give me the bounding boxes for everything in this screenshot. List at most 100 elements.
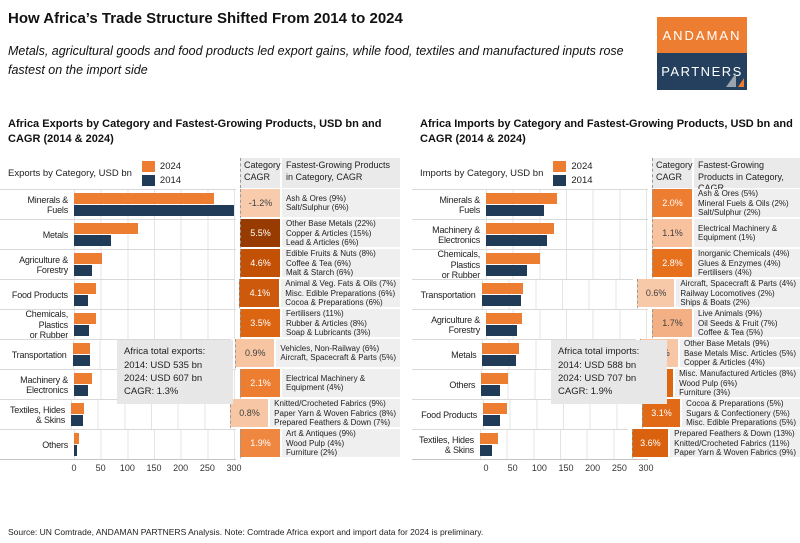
chart-row: Agriculture & Forestry 4.6% Edible Fruits &… [0,248,400,280]
bar-2014 [482,355,516,367]
chart-row: Textiles, Hides & Skins 3.6% Prepared Feath… [412,428,800,460]
page-title: How Africa’s Trade Structure Shifted Fro… [8,10,403,27]
product-line: Prepared Feathers & Down (7%) [274,418,391,428]
products-cell: Edible Fruits & Nuts (8%) Coffee & Tea (6… [282,248,400,280]
products-cell: Ash & Ores (5%) Mineral Fuels & Oils (2%)… [694,189,800,220]
category-label: Textiles, Hides & Skins [412,429,480,459]
legend-entry-2014: 2014 [553,173,593,187]
annotation-line: 2024: USD 707 bn [558,373,637,385]
category-line: Food Products [11,289,68,300]
axis-line [0,459,236,461]
imports-chart-title: Africa Imports by Category and Fastest-G… [420,117,793,145]
bar-2014 [486,265,528,277]
imports-legend-area: Imports by Category, USD bn 2024 2014 [412,158,648,188]
products-column-header: Fastest-Growing Products in Category, CA… [282,158,400,189]
product-line: Copper & Articles (4%) [683,358,765,368]
legend-entry-2024: 2024 [553,159,593,173]
category-line: Fuels [46,204,68,215]
cagr-cell: 3.1% [641,399,681,430]
category-line: Forestry [448,324,481,335]
chart-row: Food Products 4.1% Animal & Veg. Fats & Oi… [0,278,400,310]
product-line: Knitted/Crocheted Fabrics (9%) [274,398,386,408]
product-line: Prepared Feathers & Down (13%) [674,428,795,438]
product-line: Animal & Veg. Fats & Oils (7%) [285,278,396,288]
logo-wordmark-partners: PARTNERS [657,53,747,90]
category-line: Electronics [26,384,68,395]
bar-2014 [479,445,492,457]
legend-entry-2024: 2024 [141,159,182,173]
category-label: Agriculture & Forestry [412,309,486,339]
product-line: Coffee & Tea (6%) [286,258,352,268]
bar-group [74,189,236,220]
products-cell: Other Base Metals (9%) Base Metals Misc. … [679,339,800,370]
bar-2024 [74,193,214,205]
bar-group [483,399,638,430]
bar-group [486,309,648,340]
bar-2014 [74,265,92,277]
product-line: Edible Fruits & Nuts (8%) [286,248,376,258]
products-cell: Cocoa & Preparations (5%) Sugars & Confec… [682,399,800,430]
category-label: Food Products [412,399,484,429]
legend-label-2024: 2024 [159,160,182,172]
annotation: Africa total exports: 2014: USD 535 bn 202… [117,340,233,404]
bar-group [481,279,633,310]
chart-row: Agriculture & Forestry 1.7% Live Animals (9… [412,308,800,340]
product-line: Malt & Starch (6%) [286,268,354,278]
axis-tick: 300 [638,463,654,474]
axis-tick: 150 [558,463,574,474]
category-label: Minerals & Fuels [0,189,74,219]
category-line: Forestry [36,264,69,275]
category-line: Metals [451,349,477,360]
cagr-cell: 3.6% [631,429,669,460]
axis: 0 50 100 150 200 250 300 [412,459,800,477]
category-label: Metals [412,339,483,369]
products-cell: Misc. Manufactured Articles (8%) Wood Pul… [675,369,800,400]
category-line: Others [42,439,68,450]
chart-row: Minerals & Fuels 2.0% Ash & Ores (5%) Minera… [412,189,800,220]
cagr-cell: -1.2% [240,189,280,220]
charts-container: Africa Exports by Category and Fastest-G… [0,117,800,478]
cagr-cell: 4.1% [239,279,280,310]
andaman-partners-logo: ANDAMAN PARTNERS [657,17,747,90]
annotation-line: 2014: USD 588 bn [558,359,637,371]
axis-tick: 200 [173,463,189,474]
bar-2024 [72,343,91,355]
exports-chart-panel: Africa Exports by Category and Fastest-G… [0,117,400,478]
category-label: Chemicals, Plastics or Rubber [0,309,74,340]
chart-row: Food Products 3.1% Cocoa & Preparations (5… [412,399,800,430]
product-line: Equipment (1%) [698,233,756,243]
category-label: Textiles, Hides & Skins [0,399,72,429]
category-line: Chemicals, Plastics [25,309,68,330]
product-line: Fertilisers (4%) [698,268,752,278]
bar-2014 [74,235,112,247]
category-line: Chemicals, Plastics [437,249,480,270]
imports-chart-panel: Africa Imports by Category and Fastest-G… [412,117,800,478]
bar-2024 [71,403,84,415]
category-label: Metals [0,219,74,249]
cagr-cell: 1.7% [652,309,692,340]
product-line: Inorganic Chemicals (4%) [698,248,790,258]
product-line: Fertilisers (11%) [286,308,344,318]
cagr-cell: 5.5% [240,219,280,250]
category-line: Electronics [438,234,480,245]
category-line: Transportation [420,289,476,300]
bar-2014 [74,325,90,337]
cagr-cell: 1.1% [652,219,692,250]
cagr-column-header: Category CAGR [240,158,281,189]
axis-tick: 100 [119,463,135,474]
bar-group [74,219,236,250]
category-line: Metals [42,229,69,240]
products-cell: Art & Antiques (9%) Wood Pulp (4%) Furnitu… [282,429,400,460]
products-cell: Prepared Feathers & Down (13%) Knitted/Cr… [670,428,800,460]
products-cell: Electrical Machinery & Equipment (1%) [694,219,800,250]
product-line: Other Base Metals (22%) [286,218,376,228]
products-cell: Vehicles, Non-Railway (6%) Aircraft, Spac… [276,339,400,370]
products-cell: Other Base Metals (22%) Copper & Articles… [282,218,400,250]
category-label: Chemicals, Plastics or Rubber [412,249,486,280]
imports-axis-label: Imports by Category, USD bn [420,167,544,179]
legend-label-2024: 2024 [571,160,593,172]
cagr-cell: 2.8% [652,249,692,280]
axis-tick: 150 [146,463,162,474]
product-line: Live Animals (9%) [698,308,763,318]
legend: 2024 2014 [553,159,593,187]
